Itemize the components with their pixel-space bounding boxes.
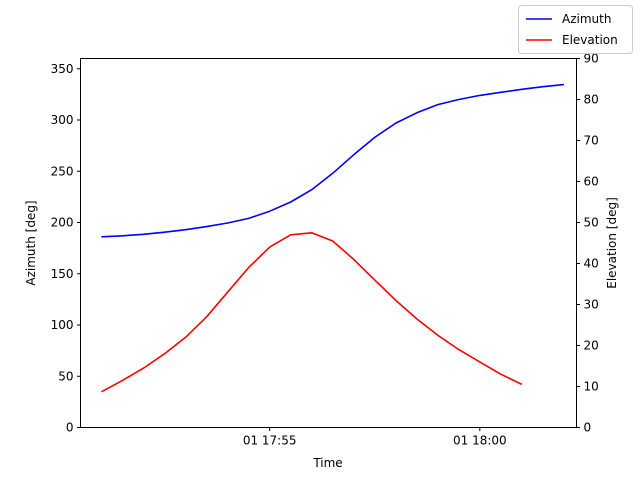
x-tick-label: 01 18:00	[453, 434, 507, 448]
right-tick-label: 90	[584, 52, 599, 66]
right-axis-label: Elevation [deg]	[605, 197, 619, 289]
left-axis-label: Azimuth [deg]	[24, 200, 38, 285]
right-tick-label: 40	[584, 257, 599, 271]
left-tick-label: 350	[51, 62, 74, 76]
series-line-azimuth	[101, 83, 564, 238]
right-tick-label: 80	[584, 93, 599, 107]
right-tick-label: 30	[584, 298, 599, 312]
legend-label-elevation: Elevation	[562, 33, 618, 47]
legend-label-azimuth: Azimuth	[562, 12, 611, 26]
left-tick-label: 50	[58, 369, 73, 383]
legend-box	[518, 5, 633, 54]
right-tick-label: 50	[584, 216, 599, 230]
right-tick-label: 60	[584, 175, 599, 189]
x-axis-label: Time	[312, 456, 342, 470]
left-tick-label: 200	[51, 216, 74, 230]
left-tick-label: 150	[51, 267, 74, 281]
left-tick-label: 250	[51, 164, 74, 178]
x-tick-label: 01 17:55	[243, 434, 297, 448]
left-tick-label: 0	[66, 421, 74, 435]
right-tick-label: 0	[584, 421, 592, 435]
legend: Azimuth Elevation	[518, 5, 633, 54]
series-line-elevation	[101, 232, 523, 393]
right-tick-label: 20	[584, 339, 599, 353]
left-tick-label: 100	[51, 318, 74, 332]
right-tick-label: 10	[584, 380, 599, 394]
left-tick-label: 300	[51, 113, 74, 127]
right-tick-label: 70	[584, 134, 599, 148]
plot-frame	[80, 58, 577, 428]
